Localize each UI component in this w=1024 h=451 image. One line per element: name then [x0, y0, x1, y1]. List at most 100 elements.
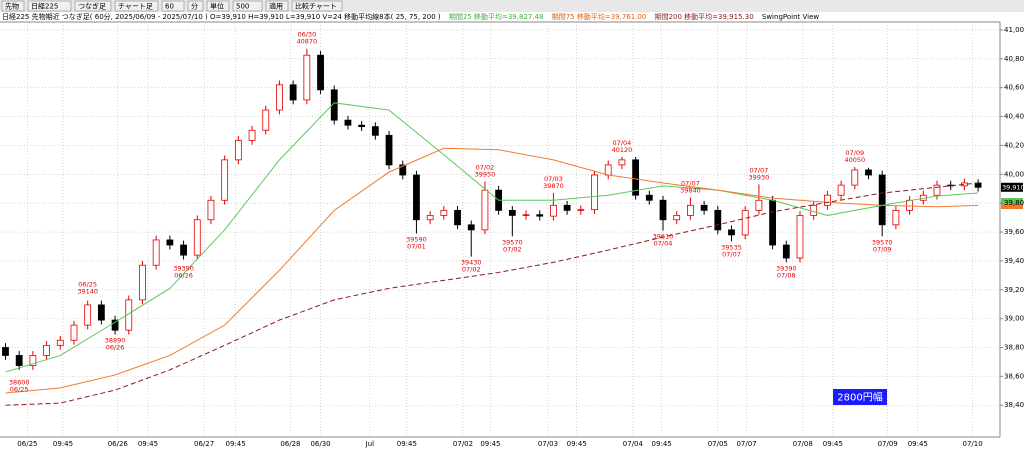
- swing-text: 39950: [475, 171, 496, 179]
- toolbar-label[interactable]: 日経225: [31, 2, 58, 11]
- swing-label: 07/09 40050: [844, 149, 865, 164]
- swing-text: 06/30: [297, 31, 316, 39]
- x-tick-label: 07/03: [538, 440, 558, 448]
- swing-text: 07/02: [476, 164, 495, 172]
- swing-label: 39430 07/02: [461, 259, 482, 274]
- swing-text: 39570: [502, 238, 523, 246]
- candle-body: [550, 204, 557, 217]
- last-price-box: [1001, 182, 1023, 192]
- header: 日経225 先物期近 つなぎ足( 60分, 2025/06/09 - 2025/…: [2, 12, 819, 21]
- toolbar-button[interactable]: [206, 0, 230, 12]
- x-tick-label: 09:45: [138, 440, 158, 448]
- x-tick-label: 06/30: [310, 440, 330, 448]
- ma-marker: [1001, 198, 1023, 203]
- x-tick-label: 07/08: [793, 440, 813, 448]
- y-tick-label: 38,800: [1004, 344, 1024, 352]
- candle-body: [687, 204, 694, 216]
- x-tick-label: 09:45: [652, 440, 672, 448]
- ma-info: 期間200 移動平均=39,915.30: [655, 12, 754, 21]
- x-tick-label: 09:45: [53, 440, 73, 448]
- toolbar-label[interactable]: 500: [236, 3, 249, 11]
- x-tick-label: 07/02: [453, 440, 473, 448]
- x-tick-label: 09:45: [823, 440, 843, 448]
- candle-body: [2, 347, 9, 356]
- candle-body: [139, 264, 146, 301]
- toolbar-button[interactable]: [114, 0, 159, 12]
- ma-info: 期間25 移動平均=39,827.48: [449, 12, 544, 21]
- ma-line: [5, 147, 979, 394]
- swing-label: 39590 07/01: [406, 235, 427, 250]
- swing-text: 07/04: [654, 240, 673, 248]
- swing-text: 40050: [844, 156, 865, 164]
- candle-body: [728, 229, 735, 236]
- x-tick-label: 06/27: [194, 440, 214, 448]
- candle-body: [262, 109, 270, 131]
- x-tick-label: 07/09: [878, 440, 898, 448]
- swing-text: 07/09: [873, 245, 892, 253]
- swing-text: 39930: [749, 173, 770, 181]
- x-tick-label: 07/04: [623, 440, 644, 448]
- candle-body: [56, 339, 64, 346]
- y-tick-label: 39,400: [1004, 257, 1024, 265]
- x-tick-label: 09:45: [480, 440, 500, 448]
- toolbar-label[interactable]: 60: [165, 3, 174, 11]
- toolbar-label[interactable]: つなぎ足: [78, 2, 106, 11]
- candle-body: [591, 174, 598, 211]
- candle-body: [413, 174, 420, 221]
- candle-body: [618, 159, 626, 166]
- swing-text: 07/04: [613, 139, 632, 147]
- toolbar-label[interactable]: チャート足: [118, 3, 153, 11]
- toolbar-button[interactable]: [74, 0, 112, 12]
- swing-label: 39390 06/26: [173, 264, 194, 279]
- swing-label: 06/30 40870: [297, 31, 318, 46]
- swing-label: 07/04 40120: [612, 139, 633, 154]
- candle-body: [714, 209, 722, 231]
- ma-marker: [1001, 203, 1023, 209]
- candle-body: [604, 164, 612, 176]
- y-tick-label: 38,400: [1004, 401, 1024, 409]
- swing-text: 07/08: [777, 271, 796, 279]
- swing-text: 07/02: [503, 245, 522, 253]
- swing-text: 39430: [461, 259, 482, 267]
- last-price-label: 39,910: [1002, 183, 1024, 191]
- candle-body: [837, 184, 845, 196]
- candle-body: [508, 209, 516, 216]
- candle-body: [536, 214, 544, 217]
- y-tick-label: 38,600: [1004, 372, 1024, 380]
- candle-body: [166, 239, 174, 246]
- toolbar-button[interactable]: [232, 0, 263, 12]
- candle-body: [248, 129, 256, 141]
- candle-body: [399, 164, 407, 176]
- toolbar-button[interactable]: [291, 0, 343, 12]
- toolbar-label[interactable]: 単位: [210, 2, 224, 11]
- toolbar-label[interactable]: 適用: [269, 2, 283, 11]
- swing-text: 07/09: [845, 149, 864, 157]
- swing-text: 40120: [612, 146, 633, 154]
- toolbar-button[interactable]: [1, 0, 25, 12]
- candle-body: [741, 209, 749, 236]
- candle-body: [43, 344, 50, 356]
- swing-text: 39140: [77, 287, 98, 295]
- swing-text: 07/03: [544, 175, 563, 183]
- y-tick-label: 39,800: [1004, 199, 1024, 207]
- swing-text: 07/01: [407, 242, 426, 250]
- candle-body: [15, 355, 23, 366]
- toolbar-button[interactable]: [161, 0, 185, 12]
- toolbar-button[interactable]: [265, 0, 289, 12]
- swing-label: 06/25 39140: [77, 280, 98, 295]
- candle-body: [70, 324, 78, 341]
- candle-body: [755, 199, 763, 211]
- candle-body: [673, 215, 681, 221]
- swing-text: 38600: [9, 378, 30, 386]
- swing-label: 39390 07/08: [776, 264, 797, 279]
- swing-text: 07/07: [750, 166, 769, 174]
- swing-text: 39870: [543, 182, 564, 190]
- candle-body: [851, 169, 859, 186]
- toolbar-label[interactable]: 先物: [5, 2, 19, 11]
- toolbar-button[interactable]: [187, 0, 204, 12]
- toolbar-label[interactable]: 分: [191, 2, 198, 11]
- toolbar-label[interactable]: 比較チャート: [295, 2, 337, 11]
- toolbar-button[interactable]: [27, 0, 72, 12]
- x-tick-label: Jul: [365, 440, 375, 448]
